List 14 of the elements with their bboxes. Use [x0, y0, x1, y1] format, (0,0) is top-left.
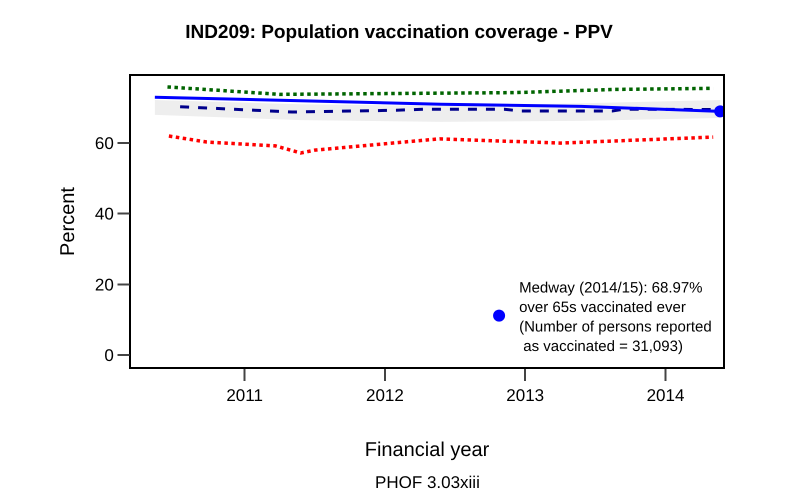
y-axis-title: Percent: [56, 186, 79, 256]
x-tick-label: 2013: [506, 386, 544, 406]
legend-label: Medway (2014/15): 68.97% over 65s vaccinated ever (Number of persons reported as vaccinated = 31,093): [519, 279, 712, 355]
x-axis-title: Financial year: [364, 439, 490, 462]
y-tick-label: 0: [104, 346, 114, 365]
x-tick-label: 2014: [646, 386, 684, 406]
y-tick-label: 60: [94, 134, 114, 154]
x-tick-label: 2012: [366, 386, 404, 406]
x-tick-label: 2011: [226, 386, 263, 406]
y-tick-label: 40: [94, 204, 114, 224]
line-series: [167, 134, 715, 155]
text: PHOF 3.03xiii: [375, 473, 480, 492]
chart-title: IND209: Population vaccination coverage - PPV: [185, 22, 614, 44]
y-tick-label: 20: [94, 275, 114, 294]
